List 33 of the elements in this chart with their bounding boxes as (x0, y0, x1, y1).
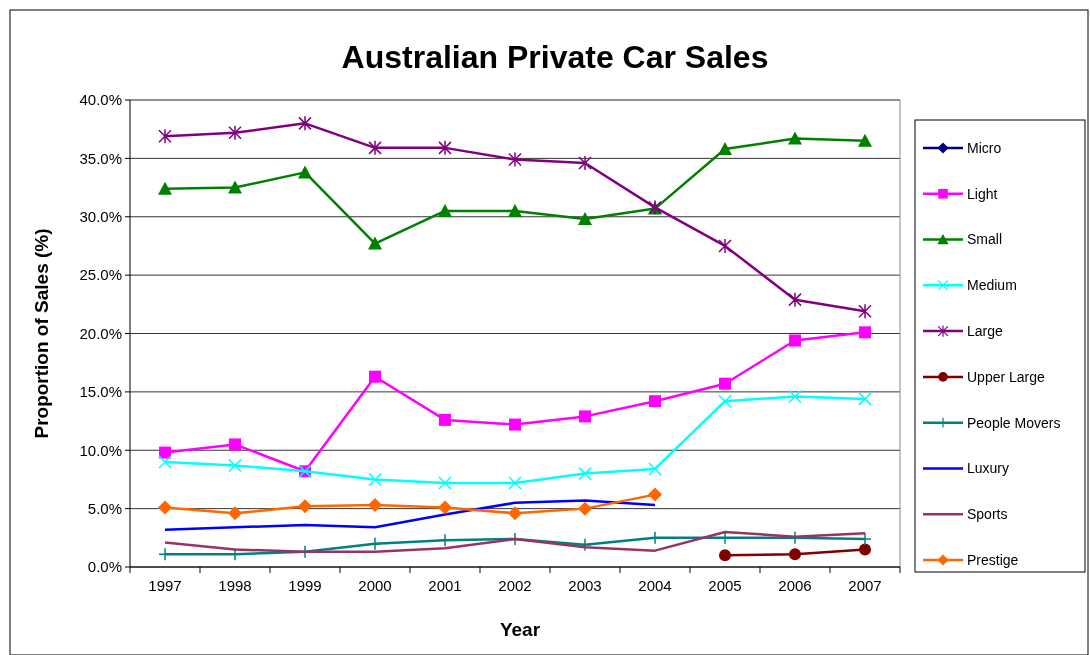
x-axis-title: Year (499, 619, 541, 640)
legend-label: Upper Large (967, 368, 1046, 385)
y-tick-label: 0.0% (87, 558, 122, 576)
y-tick-label: 15.0% (79, 383, 122, 401)
y-tick-label: 10.0% (79, 441, 122, 459)
legend-label: People Movers (967, 414, 1061, 431)
x-tick-label: 2000 (358, 577, 392, 594)
legend-label: Prestige (967, 551, 1019, 568)
x-tick-label: 2001 (428, 577, 462, 594)
legend-label: Large (967, 323, 1004, 340)
legend-label: Light (967, 185, 998, 202)
x-tick-label: 1998 (218, 577, 252, 594)
legend-label: Micro (967, 139, 1002, 156)
legend-label: Sports (967, 506, 1008, 523)
y-tick-label: 30.0% (79, 208, 122, 225)
y-tick-label: 25.0% (79, 266, 122, 284)
x-tick-label: 2002 (498, 577, 532, 594)
x-tick-label: 1997 (148, 577, 182, 594)
chart-title: Australian Private Car Sales (341, 39, 769, 75)
x-tick-label: 2007 (848, 577, 882, 594)
y-tick-label: 40.0% (79, 91, 122, 109)
x-tick-label: 2004 (638, 577, 672, 594)
y-axis-title: Proportion of Sales (%) (31, 228, 52, 439)
y-tick-label: 20.0% (79, 324, 122, 342)
x-tick-label: 2003 (568, 577, 602, 594)
y-tick-label: 5.0% (87, 499, 122, 517)
y-tick-label: 35.0% (79, 149, 122, 167)
x-tick-label: 2006 (778, 577, 812, 594)
legend-label: Medium (967, 277, 1017, 294)
x-tick-label: 1999 (288, 577, 322, 594)
x-tick-label: 2005 (708, 577, 742, 594)
legend-label: Luxury (967, 460, 1010, 477)
legend-label: Small (967, 231, 1003, 248)
